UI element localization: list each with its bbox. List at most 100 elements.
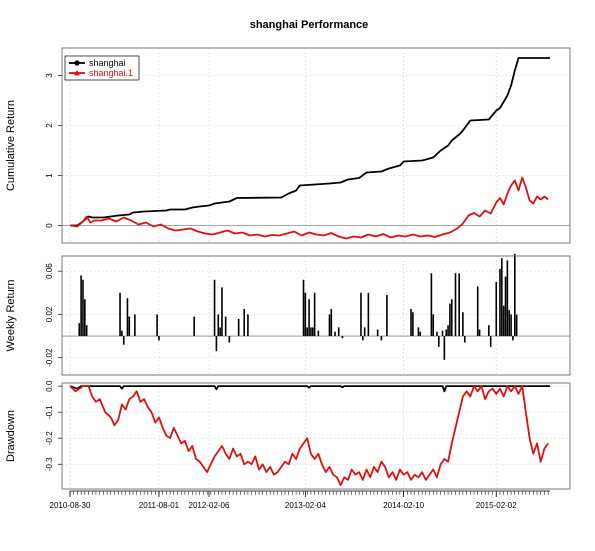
bar-29: [311, 327, 314, 337]
bar-32: [328, 314, 331, 337]
xtick-label-1: 2011-08-01: [139, 501, 180, 510]
ytick-label-weekly-2: 0.06: [45, 263, 54, 279]
bar-20: [228, 336, 231, 343]
bar-59: [458, 273, 460, 337]
bar-75: [513, 253, 516, 337]
series-line-cumulative-1: [69, 176, 549, 240]
bar-26: [306, 327, 309, 337]
panel-frame-drawdown: [61, 382, 571, 490]
panel-weekly: -0.02 0.02 0.06 Weekly Return: [5, 253, 571, 376]
bar-74: [512, 336, 514, 341]
bar-39: [363, 327, 366, 337]
bar-14: [213, 279, 216, 337]
bar-34: [334, 331, 336, 337]
bar-9: [128, 316, 131, 337]
bar-46: [417, 327, 420, 337]
bar-0: [78, 323, 81, 337]
bar-16: [217, 314, 220, 337]
bar-2: [82, 279, 84, 337]
xtick-label-4: 2014-02-10: [383, 501, 424, 510]
bar-45: [412, 312, 414, 337]
chart-title: shanghai Performance: [250, 19, 369, 31]
bar-3: [84, 299, 86, 337]
bar-42: [380, 336, 383, 341]
ylabel-drawdown: Drawdown: [5, 410, 17, 462]
ytick-label-weekly-0: -0.02: [45, 348, 54, 367]
bar-53: [443, 336, 446, 360]
legend-label-0: shanghai: [89, 58, 126, 68]
ytick-label-cumulative-1: 1: [45, 173, 54, 178]
bar-6: [121, 330, 123, 337]
panel-drawdown: -0.3 -0.2 -0.1 0.0 Drawdown: [5, 380, 571, 490]
panel-frame-cumulative: [61, 47, 571, 244]
bar-27: [308, 299, 310, 337]
bar-4: [85, 325, 88, 337]
bar-17: [219, 327, 221, 337]
bar-60: [462, 312, 464, 337]
ytick-label-drawdown-0: -0.3: [45, 457, 54, 471]
xtick-label-0: 2010-08-30: [50, 501, 91, 510]
bar-10: [134, 314, 136, 337]
series-line-cumulative-0: [70, 57, 550, 227]
ytick-label-weekly-1: 0.02: [45, 306, 54, 322]
bar-66: [495, 281, 498, 337]
bar-47: [419, 331, 422, 337]
bar-72: [508, 310, 511, 337]
bar-54: [445, 329, 448, 337]
bar-61: [463, 336, 466, 343]
bar-55: [447, 325, 449, 337]
bar-30: [313, 292, 316, 337]
bar-5: [119, 292, 121, 337]
bar-73: [510, 314, 512, 337]
bar-37: [360, 292, 362, 337]
bar-63: [478, 329, 481, 337]
xtick-label-2: 2012-02-06: [189, 501, 230, 510]
legend-label-1: shanghai.1: [89, 68, 133, 78]
bar-24: [302, 279, 305, 337]
bar-41: [376, 329, 379, 337]
bar-31: [317, 330, 320, 337]
bar-1: [80, 275, 82, 337]
bar-12: [158, 336, 160, 341]
legend-marker-circle: [74, 60, 80, 66]
bar-65: [489, 336, 492, 347]
ytick-label-cumulative-0: 0: [45, 223, 54, 228]
bar-15: [215, 336, 218, 352]
bar-19: [224, 316, 227, 337]
bar-58: [454, 273, 457, 337]
bar-56: [449, 303, 451, 337]
bar-7: [122, 336, 125, 345]
bar-33: [330, 309, 333, 337]
series-line-drawdown-0: [69, 385, 550, 393]
bar-43: [386, 294, 388, 337]
ytick-label-drawdown-1: -0.2: [45, 431, 54, 445]
bar-67: [499, 268, 501, 337]
bar-50: [436, 331, 438, 337]
bar-21: [237, 318, 240, 337]
xtick-label-5: 2015-02-02: [476, 501, 517, 510]
bar-51: [438, 336, 440, 347]
bar-8: [126, 298, 129, 337]
bar-48: [430, 273, 433, 337]
bar-68: [501, 258, 503, 337]
ytick-label-drawdown-3: 0.0: [45, 380, 54, 392]
bar-36: [341, 336, 344, 339]
bar-62: [476, 286, 479, 337]
ylabel-cumulative: Cumulative Return: [5, 100, 17, 191]
bar-44: [410, 309, 412, 337]
x-axis: 2010-08-30 2011-08-01 2012-02-06 2013-02-04…: [50, 490, 550, 510]
xtick-label-3: 2013-02-04: [285, 501, 326, 510]
bar-57: [450, 299, 453, 337]
ytick-label-drawdown-2: -0.1: [45, 405, 54, 419]
bar-69: [502, 305, 505, 337]
ytick-label-cumulative-3: 3: [45, 73, 54, 78]
bar-11: [156, 314, 158, 337]
bar-76: [515, 314, 518, 337]
bar-49: [432, 314, 435, 337]
series-line-drawdown-1: [69, 385, 549, 486]
bar-22: [243, 309, 246, 337]
